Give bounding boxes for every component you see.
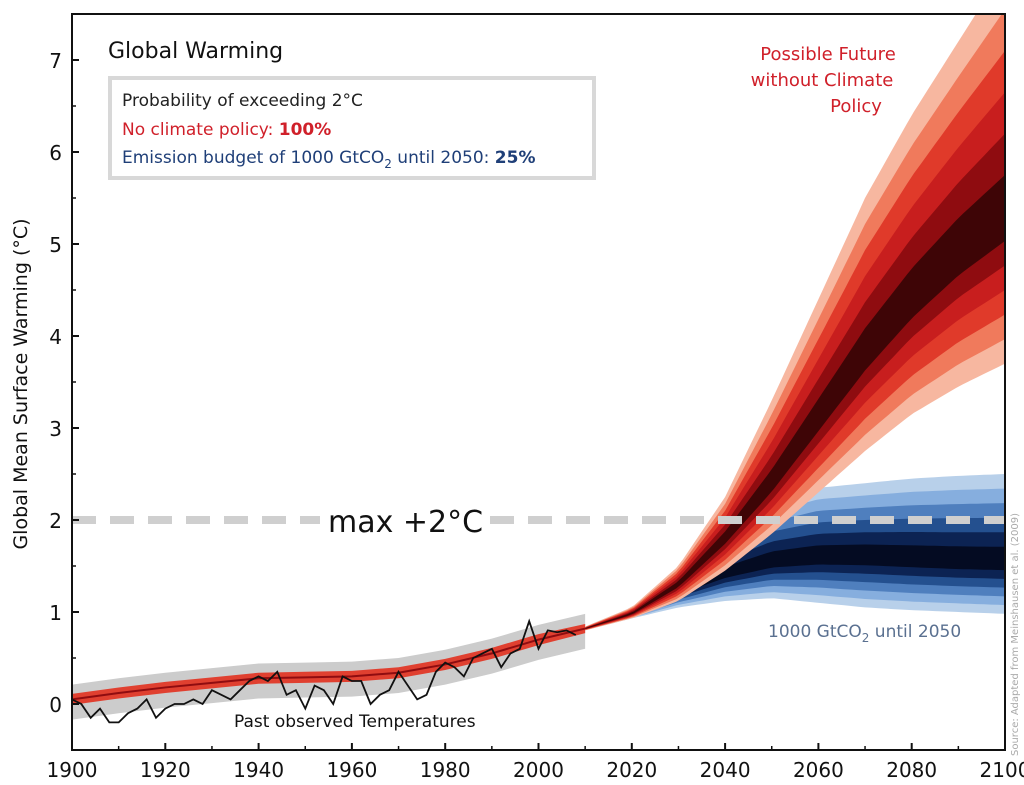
- historical-model-median: [72, 627, 586, 701]
- no-policy-fan-band-5: [585, 133, 1005, 630]
- budget-annotation: 1000 GtCO2 until 2050: [768, 622, 961, 645]
- observed-temperature-line: [72, 618, 577, 724]
- budget-fan-band-6: [585, 544, 1005, 629]
- x-tick-label: 1900: [47, 758, 98, 782]
- axes: 0 1 2 3 4 5 6 7 1900 1920 1940 1960 1980 2000 2020 2040…: [47, 13, 1024, 782]
- x-tick-label: 1920: [140, 758, 191, 782]
- x-tick-label: 1980: [420, 758, 471, 782]
- past-observed-label: Past observed Temperatures: [234, 712, 476, 732]
- y-tick-label: 6: [49, 141, 62, 165]
- legend-line-probability: Probability of exceeding 2°C: [122, 91, 363, 111]
- x-tick-label: 1960: [326, 758, 377, 782]
- x-tick-label: 2080: [886, 758, 937, 782]
- chart-title: Global Warming: [108, 39, 283, 64]
- x-tick-label: 2040: [700, 758, 751, 782]
- no-policy-fan-band-6: [585, 175, 1005, 629]
- historical-uncertainty-band: [72, 613, 586, 720]
- y-tick-label: 4: [49, 325, 62, 349]
- legend-line-budget: Emission budget of 1000 GtCO2 until 2050…: [122, 148, 535, 171]
- legend-line-no-policy: No climate policy: 100%: [122, 120, 331, 140]
- no-policy-label-line1: Possible Future: [760, 44, 896, 65]
- y-tick-label: 7: [49, 49, 62, 73]
- y-axis-title: Global Mean Surface Warming (°C): [10, 218, 32, 549]
- threshold-label-bg: [320, 500, 480, 540]
- x-tick-label: 2020: [606, 758, 657, 782]
- y-tick-label: 3: [49, 417, 62, 441]
- no-policy-fan-band-4: [585, 92, 1005, 630]
- legend-box: Probability of exceeding 2°C No climate …: [108, 76, 596, 180]
- y-tick-label: 1: [49, 601, 62, 625]
- no-policy-label-line3: Policy: [830, 96, 882, 117]
- y-tick-label: 5: [49, 233, 62, 257]
- threshold-label: max +2°C: [328, 505, 483, 540]
- y-tick-label: 0: [49, 693, 62, 717]
- no-policy-label-line2: without Climate: [751, 70, 894, 91]
- no-policy-fan-band-2: [585, 14, 1005, 631]
- data-layer: [72, 14, 1005, 724]
- x-tick-label: 1940: [233, 758, 284, 782]
- no-policy-fan-band-3: [585, 50, 1005, 630]
- x-tick-label: 2100: [980, 758, 1024, 782]
- x-tick-label: 2000: [513, 758, 564, 782]
- source-credit: Source: Adapted from Meinshausen et al. …: [1010, 513, 1021, 756]
- y-tick-label: 2: [49, 509, 62, 533]
- no-policy-annotation: Possible Future without Climate Policy: [751, 44, 896, 117]
- x-tick-label: 2060: [793, 758, 844, 782]
